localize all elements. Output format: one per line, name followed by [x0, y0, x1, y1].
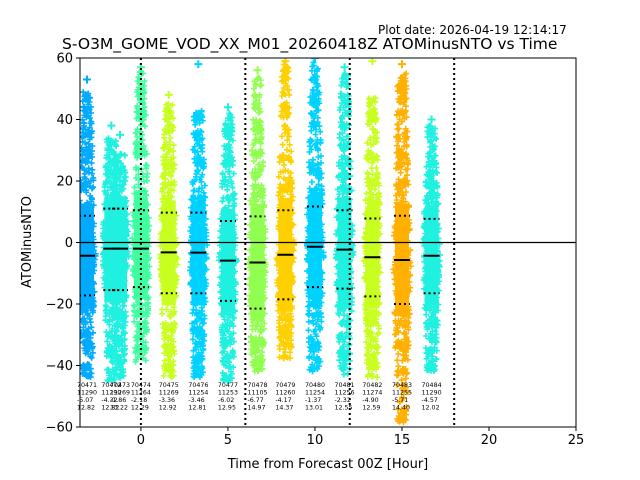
- bin-stat-id: 70471: [77, 382, 97, 389]
- bin-stat-id: 70475: [159, 382, 179, 389]
- bin-stat-mean: -1.86: [110, 397, 126, 404]
- bin-scatter-70480: [304, 58, 327, 375]
- bin-stat-count: 11290: [77, 390, 97, 397]
- y-tick-label: 20: [56, 175, 73, 190]
- outlier-marker: [164, 90, 173, 99]
- bin-stat-std: 13.01: [305, 405, 323, 412]
- bin-stat-mean: -4.90: [362, 397, 378, 404]
- bin-stat-count: 11260: [275, 390, 295, 397]
- bin-stat-mean: -6.77: [248, 397, 264, 404]
- x-axis-label: Time from Forecast 00Z [Hour]: [227, 457, 429, 472]
- outlier-marker: [340, 63, 349, 72]
- bin-stat-std: 12.29: [131, 405, 149, 412]
- y-tick-label: −60: [46, 421, 73, 436]
- bin-stat-std: 12.82: [101, 405, 119, 412]
- y-tick-label: −40: [46, 359, 73, 374]
- bin-stat-id: 70474: [131, 382, 151, 389]
- bin-stat-count: 11253: [218, 390, 238, 397]
- bin-stat-id: 70484: [422, 382, 442, 389]
- outlier-marker: [427, 115, 436, 124]
- bin-stat-std: 14.37: [275, 405, 293, 412]
- bin-stat-id: 70477: [218, 382, 238, 389]
- x-tick-label: 25: [568, 433, 585, 448]
- x-tick-label: 20: [481, 433, 498, 448]
- bin-stat-count: 11264: [131, 390, 151, 397]
- y-tick-label: 0: [65, 236, 73, 251]
- bin-stat-mean: -5.71: [392, 397, 408, 404]
- bin-stat-count: 11254: [305, 390, 325, 397]
- bin-scatter-70475: [157, 90, 181, 381]
- bin-stat-id: 70480: [305, 382, 325, 389]
- chart-title: S-O3M_GOME_VOD_XX_M01_20260418Z ATOMinus…: [62, 35, 558, 53]
- y-tick-label: −20: [46, 298, 73, 313]
- bin-stat-mean: -3.46: [188, 397, 204, 404]
- bin-stat-count: 11269: [159, 390, 179, 397]
- bin-stat-mean: -4.57: [422, 397, 438, 404]
- bin-scatter-70476: [187, 60, 211, 380]
- bin-stat-mean: -4.17: [275, 397, 291, 404]
- bin-stat-count: 11255: [392, 390, 412, 397]
- outlier-marker: [116, 130, 125, 139]
- bin-scatter-70471: [80, 75, 99, 381]
- bin-stat-std: 12.92: [159, 405, 177, 412]
- axis-ticks: 0 5 10 15 20 25 −60 −40 −20 0 20 40 60: [46, 52, 585, 449]
- bin-stat-std: 14.40: [392, 405, 410, 412]
- bin-stat-id: 70476: [188, 382, 208, 389]
- bin-stat-std: 12.82: [77, 405, 95, 412]
- x-tick-label: 10: [307, 433, 324, 448]
- bin-stat-count: 11269: [110, 390, 130, 397]
- bin-scatter-70479: [273, 58, 297, 362]
- outlier-marker: [310, 58, 319, 62]
- x-tick-label: 5: [224, 433, 232, 448]
- bin-stat-std: 12.59: [362, 405, 380, 412]
- bin-stat-mean: -5.07: [77, 397, 93, 404]
- bin-stat-mean: -3.36: [159, 397, 175, 404]
- scatter-layer: [80, 58, 443, 426]
- bin-stat-std: 12.55: [335, 405, 353, 412]
- bin-stat-mean: -2.18: [131, 397, 147, 404]
- bin-stat-id: 70481: [335, 382, 355, 389]
- bin-stat-count: 11290: [101, 390, 121, 397]
- outlier-marker: [253, 66, 262, 75]
- outlier-marker: [82, 75, 91, 84]
- bin-stat-mean: -1.37: [305, 397, 321, 404]
- bin-scatter-70484: [420, 115, 443, 375]
- bin-stat-count: 11256: [335, 390, 355, 397]
- bin-stat-id: 70473: [110, 382, 130, 389]
- x-tick-label: 0: [137, 433, 145, 448]
- bin-stat-count: 11290: [422, 390, 442, 397]
- outlier-marker: [223, 103, 232, 112]
- plot-date: Plot date: 2026-04-19 12:14:17: [378, 23, 567, 37]
- bin-scatter-70477: [216, 103, 240, 384]
- outlier-marker: [107, 121, 116, 130]
- bin-stat-id: 70479: [275, 382, 295, 389]
- bin-stat-id: 70472: [101, 382, 121, 389]
- bin-scatter-70481: [332, 63, 357, 378]
- bin-stat-count: 11274: [362, 390, 382, 397]
- bin-stat-mean: -2.32: [335, 397, 351, 404]
- y-axis-label: ATOMinusNTO: [20, 196, 35, 288]
- bin-stat-std: 13.22: [110, 405, 128, 412]
- y-tick-label: 60: [56, 52, 73, 67]
- outlier-marker: [397, 60, 406, 69]
- bin-stat-id: 70482: [362, 382, 382, 389]
- bin-stat-id: 70483: [392, 382, 412, 389]
- bin-stat-std: 14.97: [248, 405, 266, 412]
- bin-stat-count: 11254: [188, 390, 208, 397]
- x-tick-label: 15: [394, 433, 411, 448]
- bin-stat-std: 12.81: [188, 405, 206, 412]
- y-tick-label: 40: [56, 113, 73, 128]
- outlier-marker: [194, 60, 203, 69]
- bin-stat-count: 11105: [248, 390, 268, 397]
- bin-stat-std: 12.02: [422, 405, 440, 412]
- reference-lines: [80, 58, 576, 427]
- bin-stat-std: 12.95: [218, 405, 236, 412]
- bin-stat-mean: -4.32: [101, 397, 117, 404]
- bin-stat-mean: -6.02: [218, 397, 234, 404]
- bin-scatter-70478: [245, 66, 269, 375]
- bin-stats-layer: 7047111290-5.0712.827047211290-4.3212.82…: [77, 382, 442, 412]
- bin-stat-id: 70478: [248, 382, 268, 389]
